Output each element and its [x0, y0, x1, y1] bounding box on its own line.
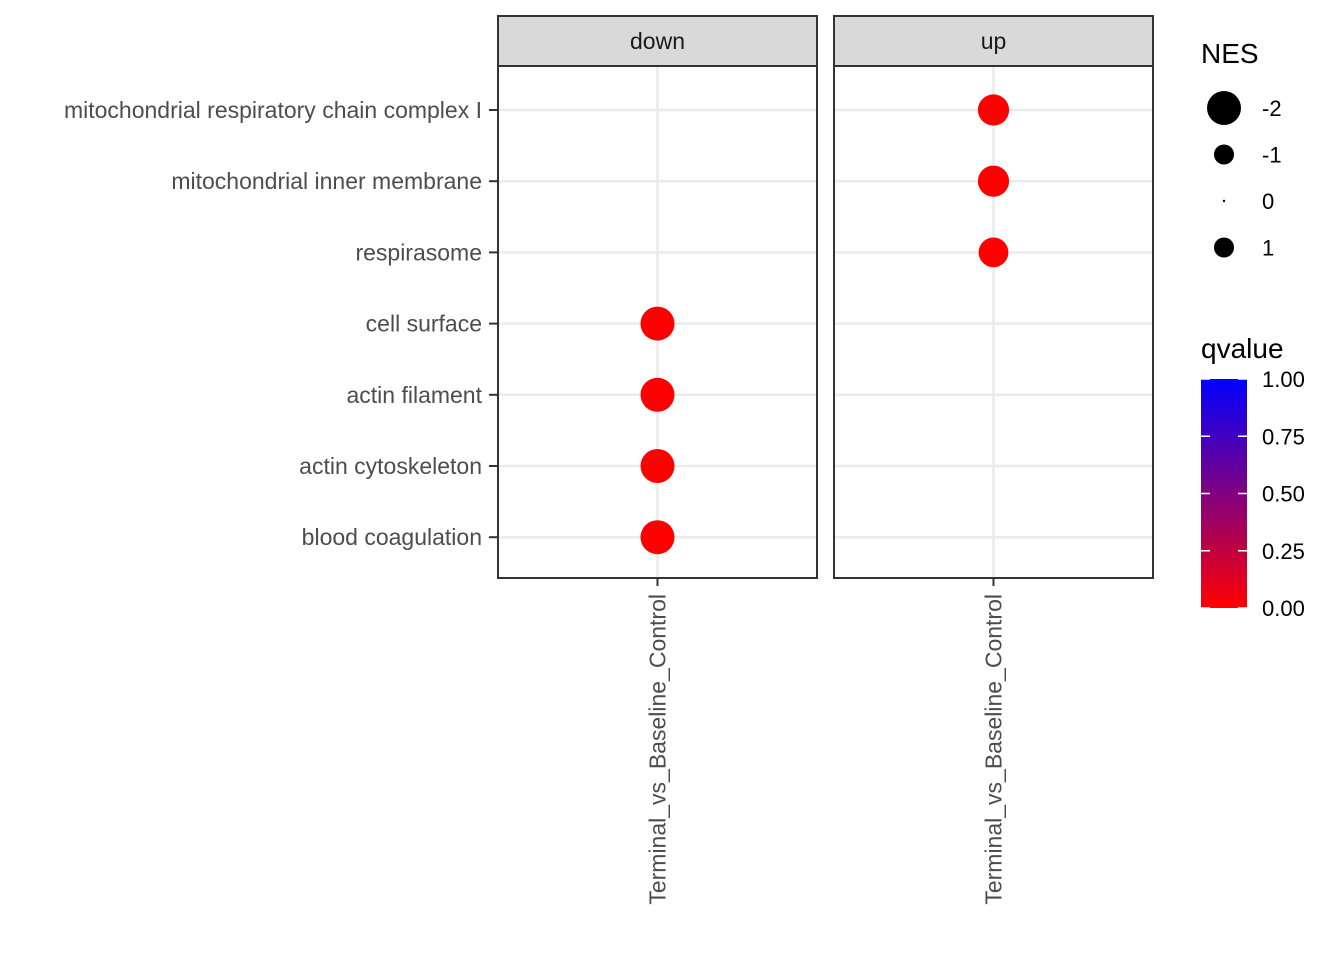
y-tick-label: mitochondrial respiratory chain complex …: [64, 97, 482, 123]
color-legend-label: 0.75: [1262, 424, 1305, 449]
y-tick-label: blood coagulation: [302, 524, 482, 550]
size-legend-key: [1207, 91, 1241, 125]
data-point-0: [640, 306, 675, 341]
facet-panel-up: up: [833, 15, 1154, 586]
data-point-4: [977, 94, 1010, 126]
y-tick-label: actin cytoskeleton: [299, 453, 482, 479]
strip-background: [833, 15, 1154, 67]
size-legend-label: 0: [1262, 189, 1274, 214]
data-point-6: [978, 237, 1009, 268]
color-legend-label: 0.50: [1262, 482, 1305, 507]
x-tick-label: Terminal_vs_Baseline_Control: [981, 594, 1007, 905]
data-point-5: [977, 165, 1010, 197]
size-legend-key: [1214, 237, 1234, 258]
color-legend-label: 0.00: [1262, 596, 1305, 621]
size-legend-key: [1222, 199, 1226, 203]
y-tick-label: respirasome: [355, 239, 482, 265]
size-legend-label: 1: [1262, 236, 1274, 261]
color-legend-label: 0.25: [1262, 539, 1305, 564]
y-axis-labels: mitochondrial respiratory chain complex …: [64, 97, 498, 550]
x-tick-label: Terminal_vs_Baseline_Control: [645, 594, 671, 905]
facet-panels: down up: [497, 15, 1154, 586]
y-tick-label: mitochondrial inner membrane: [171, 168, 482, 194]
y-tick-label: actin filament: [346, 382, 482, 408]
data-point-1: [640, 377, 675, 412]
data-point-2: [640, 449, 675, 483]
size-legend-key: [1214, 144, 1234, 165]
nes-size-legend: NES -2 -1 0 1: [1201, 38, 1282, 261]
strip-label-down: down: [630, 28, 685, 54]
color-legend-title: qvalue: [1201, 333, 1284, 364]
size-legend-label: -1: [1262, 143, 1282, 168]
size-legend-title: NES: [1201, 38, 1259, 69]
y-tick-label: cell surface: [366, 311, 482, 337]
strip-label-up: up: [981, 28, 1007, 54]
x-axis-labels: Terminal_vs_Baseline_Control Terminal_vs_…: [645, 594, 1007, 905]
color-legend-label: 1.00: [1262, 367, 1305, 392]
qvalue-color-legend: qvalue 0.00 0.25 0.50 0.75 1.00: [1201, 333, 1305, 621]
data-point-3: [640, 520, 675, 555]
strip-background: [497, 15, 818, 67]
facet-panel-down: down: [497, 15, 818, 586]
size-legend-label: -2: [1262, 96, 1282, 121]
